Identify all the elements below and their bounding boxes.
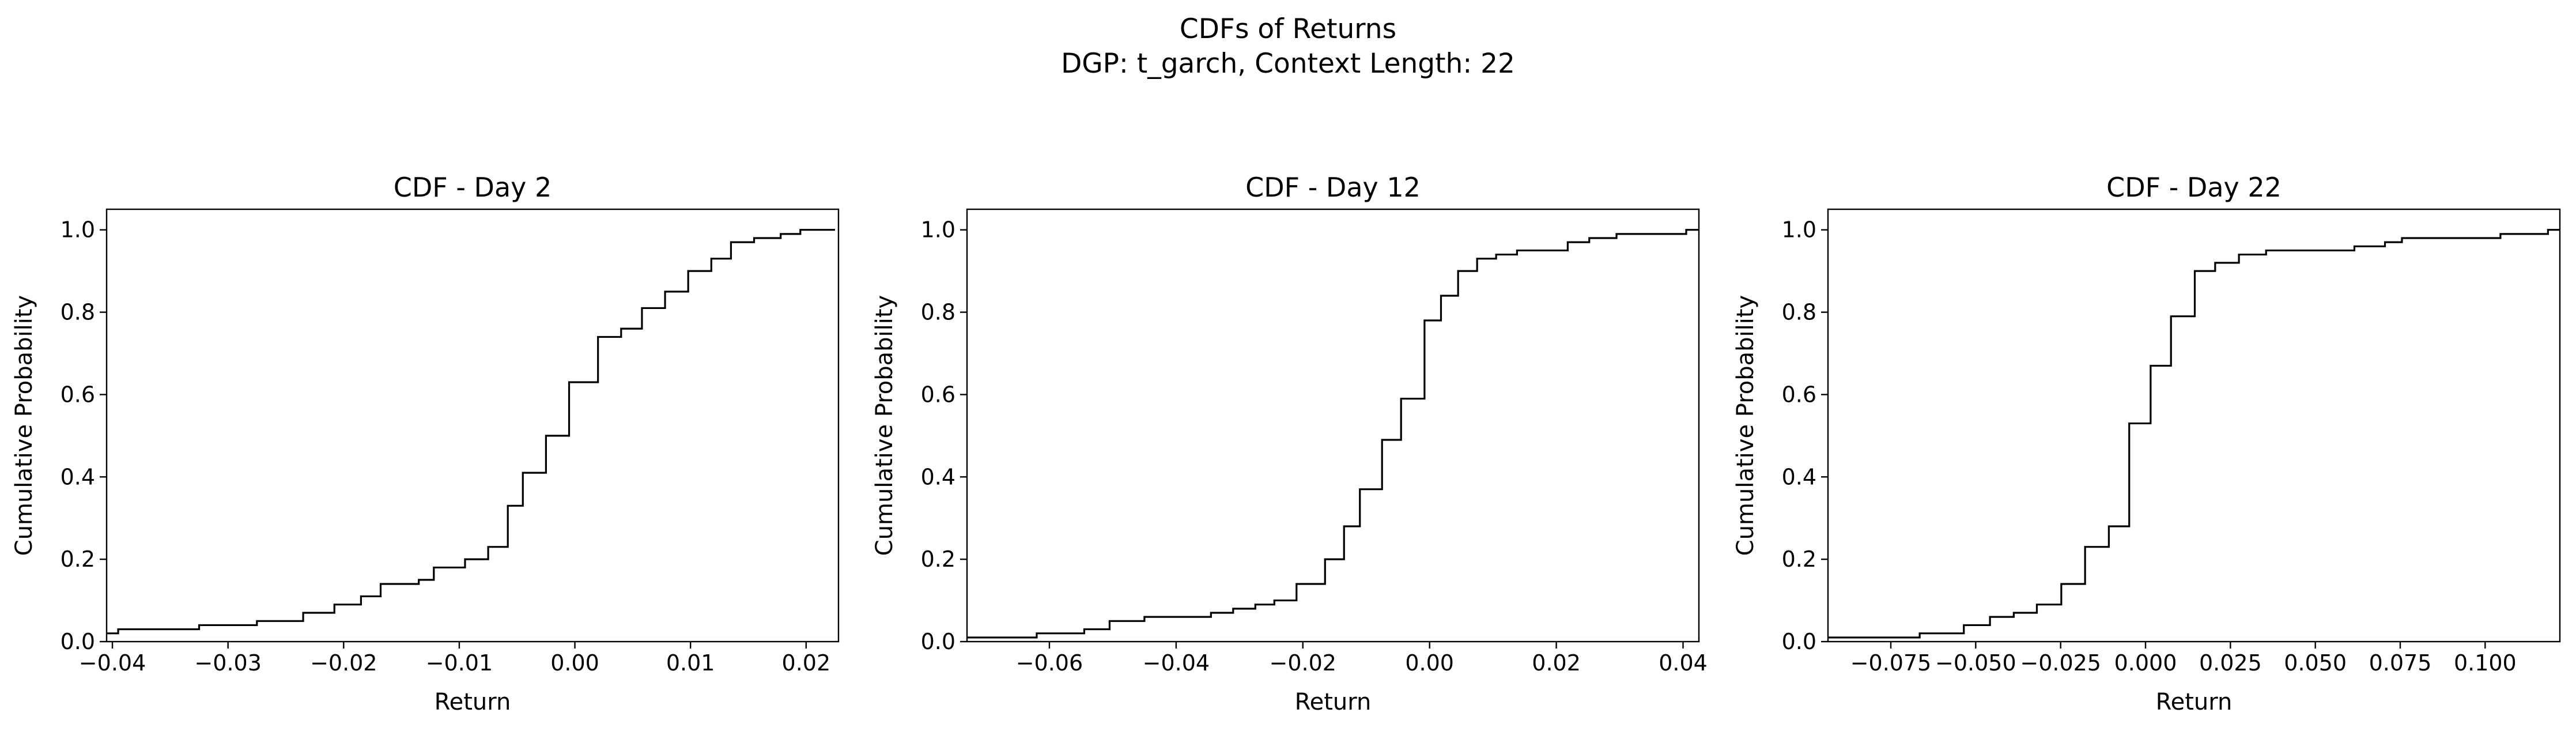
- x-tick-label: −0.01: [426, 650, 493, 676]
- x-tick-label: 0.025: [2199, 650, 2262, 676]
- x-tick-label: 0.100: [2454, 650, 2517, 676]
- y-tick-label: 0.8: [921, 300, 955, 325]
- plot-frame: [966, 208, 1700, 643]
- chart-title: CDF - Day 2: [394, 172, 552, 203]
- y-tick-label: 0.6: [61, 382, 95, 407]
- x-tick-label: 0.02: [782, 650, 831, 676]
- x-tick-label: −0.06: [1016, 650, 1083, 676]
- x-tick-label: −0.03: [194, 650, 261, 676]
- y-tick-label: 0.8: [61, 300, 95, 325]
- x-tick-label: −0.04: [1143, 650, 1210, 676]
- plot-frame: [105, 208, 840, 643]
- x-tick-label: 0.04: [1659, 650, 1708, 676]
- y-tick-label: 1.0: [1782, 217, 1816, 243]
- chart-panel-3: −0.075 −0.050 −0.025 0.000 0.025 0.050 0.075 0.…: [1732, 172, 2561, 715]
- x-tick-label: −0.04: [79, 650, 146, 676]
- y-tick-label: 0.0: [61, 629, 95, 654]
- x-tick-label: 0.075: [2369, 650, 2432, 676]
- chart-panels: −0.04 −0.03 −0.02 −0.01 0.00 0.01 0.02 0.0 0.2 0.…: [11, 172, 2561, 715]
- x-tick-label: 0.00: [1405, 650, 1454, 676]
- chart-title: CDF - Day 22: [2106, 172, 2282, 203]
- x-tick-label: −0.02: [1270, 650, 1336, 676]
- chart-panel-2: −0.06 −0.04 −0.02 0.00 0.02 0.04 0.0 0.2 0.4 0.6 0…: [871, 172, 1708, 715]
- chart-title: CDF - Day 12: [1245, 172, 1421, 203]
- y-tick-label: 0.2: [1782, 546, 1816, 572]
- cdf-step-line: [107, 229, 835, 635]
- cdf-step-line: [967, 229, 1699, 639]
- y-tick-label: 0.2: [61, 546, 95, 572]
- y-tick-label: 0.0: [1782, 629, 1816, 654]
- y-axis-label: Cumulative Probability: [11, 295, 37, 556]
- x-tick-label: 0.02: [1532, 650, 1581, 676]
- x-tick-label: 0.01: [666, 650, 715, 676]
- y-tick-label: 0.8: [1782, 300, 1816, 325]
- x-axis-label: Return: [2156, 689, 2233, 715]
- y-tick-label: 0.4: [1782, 464, 1816, 489]
- figure-title: CDFs of Returns: [1180, 13, 1396, 45]
- y-axis-label: Cumulative Probability: [1732, 295, 1759, 556]
- x-axis-label: Return: [435, 689, 511, 715]
- x-tick-label: 0.00: [550, 650, 599, 676]
- y-tick-label: 0.0: [921, 629, 955, 654]
- x-axis-label: Return: [1295, 689, 1372, 715]
- plot-frame: [1827, 208, 2561, 643]
- x-tick-label: −0.050: [1935, 650, 2016, 676]
- x-tick-label: −0.025: [2020, 650, 2101, 676]
- y-axis-label: Cumulative Probability: [871, 295, 898, 556]
- figure-subtitle: DGP: t_garch, Context Length: 22: [1061, 48, 1515, 80]
- y-tick-label: 0.6: [921, 382, 955, 407]
- y-tick-label: 1.0: [61, 217, 95, 243]
- x-tick-label: 0.000: [2114, 650, 2177, 676]
- y-tick-label: 0.6: [1782, 382, 1816, 407]
- y-tick-label: 1.0: [921, 217, 955, 243]
- x-tick-label: 0.050: [2284, 650, 2347, 676]
- y-tick-label: 0.4: [61, 464, 95, 489]
- y-tick-label: 0.4: [921, 464, 955, 489]
- x-tick-label: −0.02: [310, 650, 377, 676]
- x-tick-label: −0.075: [1850, 650, 1932, 676]
- cdf-step-line: [1828, 229, 2560, 639]
- y-tick-label: 0.2: [921, 546, 955, 572]
- chart-panel-1: −0.04 −0.03 −0.02 −0.01 0.00 0.01 0.02 0.0 0.2 0.…: [11, 172, 840, 715]
